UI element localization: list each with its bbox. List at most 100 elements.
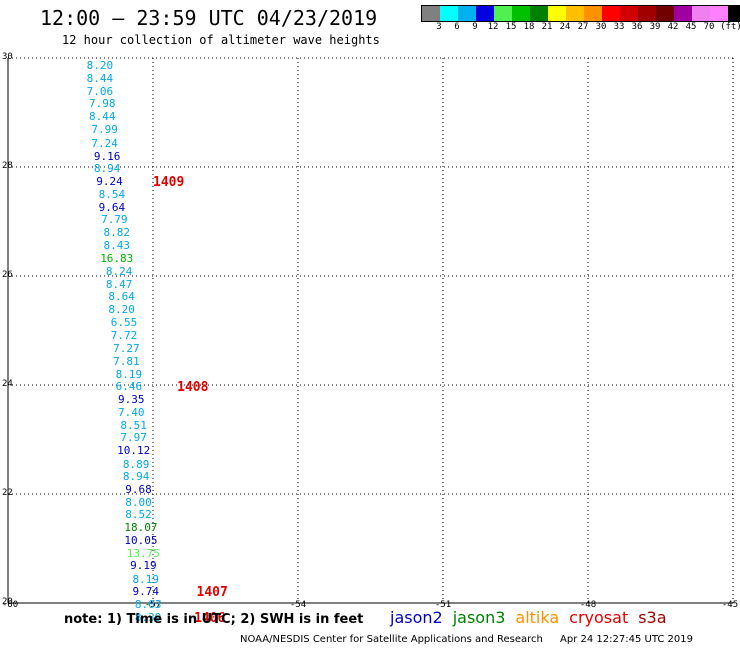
- color-scale-swatch: [620, 6, 638, 21]
- color-scale-swatch: [494, 6, 512, 21]
- footer-timestamp: Apr 24 12:27:45 UTC 2019: [560, 634, 693, 645]
- page-title: 12:00 — 23:59 UTC 04/23/2019: [40, 6, 378, 30]
- wave-height-point: 7.99: [91, 123, 118, 137]
- wave-height-point: 7.79: [101, 213, 128, 227]
- wave-height-point: 8.52: [125, 508, 152, 522]
- wave-height-point: 7.81: [113, 354, 140, 368]
- wave-height-point: 6.55: [110, 315, 138, 329]
- color-scale-label: 30: [595, 22, 607, 32]
- wave-height-point: 9.74: [132, 585, 160, 599]
- color-scale-swatch: [584, 6, 602, 21]
- color-scale-label: 12: [487, 22, 499, 32]
- footer: NOAA/NESDIS Center for Satellite Applica…: [240, 634, 707, 645]
- satellite-legend: jason2 jason3 altika cryosat s3a: [390, 608, 677, 627]
- wave-height-point: 9.16: [93, 149, 121, 163]
- color-scale-swatch: [530, 6, 548, 21]
- wave-height-point: 18.07: [124, 521, 158, 535]
- wave-height-point: 8.03: [134, 597, 162, 611]
- wave-height-point: 8.47: [105, 277, 133, 291]
- time-tag-label: 1406: [194, 610, 226, 626]
- color-scale-label: 3: [436, 22, 442, 32]
- wave-height-point: 9.24: [96, 174, 123, 188]
- color-scale-label: 27: [577, 22, 589, 32]
- color-scale-label: 39: [649, 22, 661, 32]
- color-scale-swatch: [602, 6, 620, 21]
- color-scale-label: 18: [523, 22, 535, 32]
- color-scale-label: 6: [454, 22, 460, 32]
- wave-height-point: 8.39: [134, 610, 162, 624]
- color-scale-label: 42: [667, 22, 679, 32]
- color-scale-label: 33: [613, 22, 625, 32]
- wave-height-point: 8.19: [132, 572, 160, 586]
- wave-height-point: 8.64: [108, 290, 135, 304]
- color-scale-swatch: [476, 6, 494, 21]
- x-tick-label: -60: [1, 600, 19, 610]
- color-scale-bar: [421, 5, 740, 22]
- wave-height-point: 6.46: [115, 380, 143, 394]
- color-scale-swatch: [458, 6, 476, 21]
- legend-item-cryosat: cryosat: [569, 608, 629, 627]
- color-scale-swatch: [638, 6, 656, 21]
- color-scale-swatch: [566, 6, 584, 21]
- x-tick-label: -54: [289, 600, 307, 610]
- note-text: note: 1) Time is in UTC; 2) SWH is in fe…: [64, 612, 364, 627]
- wave-height-point: 8.94: [122, 470, 150, 484]
- y-tick-label: 30: [2, 52, 13, 62]
- x-tick-label: -48: [579, 600, 597, 610]
- wave-height-point: 8.44: [86, 71, 114, 85]
- color-scale-label: 36: [631, 22, 643, 32]
- color-scale-swatch: [674, 6, 692, 21]
- y-tick-label: 26: [2, 270, 13, 280]
- wave-height-point: 8.44: [89, 110, 116, 124]
- wave-height-point: 8.51: [120, 418, 147, 432]
- footer-source: NOAA/NESDIS Center for Satellite Applica…: [240, 634, 543, 645]
- wave-height-point: 9.35: [118, 393, 145, 407]
- wave-height-point: 7.97: [120, 431, 147, 445]
- color-scale-label: 21: [541, 22, 553, 32]
- color-scale-label: 15: [505, 22, 517, 32]
- wave-height-point: 8.89: [122, 457, 150, 471]
- legend-item-jason3: jason3: [452, 608, 506, 627]
- wave-height-point: 8.43: [103, 239, 131, 253]
- y-tick-label: 20: [2, 597, 13, 607]
- wave-height-point: 8.20: [108, 303, 135, 317]
- color-scale-label: 70: [703, 22, 715, 32]
- color-scale-label: (ft): [720, 22, 740, 32]
- wave-height-point: 8.94: [93, 162, 121, 176]
- wave-height-point: 7.40: [118, 405, 145, 419]
- y-tick-label: 24: [2, 379, 13, 389]
- color-scale-label: 9: [472, 22, 478, 32]
- wave-height-point: 16.83: [100, 252, 134, 266]
- color-scale-swatch: [728, 6, 740, 21]
- wave-height-point: 9.68: [125, 483, 152, 497]
- wave-height-point: 7.72: [110, 328, 138, 342]
- time-tag-label: 1409: [153, 174, 185, 190]
- wave-height-point: 7.06: [86, 84, 114, 98]
- wave-height-point: 8.82: [103, 225, 131, 239]
- page-subtitle: 12 hour collection of altimeter wave hei…: [62, 33, 380, 47]
- wave-height-point: 8.54: [98, 187, 126, 201]
- time-tag-label: 1408: [177, 380, 209, 396]
- wave-height-point: 7.27: [113, 342, 140, 356]
- wave-height-point: 8.19: [115, 367, 143, 381]
- color-scale-swatch: [692, 6, 710, 21]
- wave-height-point: 9.19: [130, 559, 157, 573]
- wave-height-point: 7.24: [91, 136, 118, 150]
- y-tick-label: 28: [2, 161, 13, 171]
- legend-item-s3a: s3a: [638, 608, 667, 627]
- wave-height-point: 8.00: [125, 495, 152, 509]
- color-scale-swatch: [656, 6, 674, 21]
- wave-height-point: 10.12: [117, 444, 151, 458]
- color-scale-label: 24: [559, 22, 571, 32]
- wave-height-point: 9.64: [98, 200, 126, 214]
- legend-item-altika: altika: [515, 608, 560, 627]
- wave-height-point: 8.24: [105, 264, 133, 278]
- x-tick-label: -45: [721, 600, 739, 610]
- color-scale-swatch: [512, 6, 530, 21]
- wave-height-point: 8.20: [86, 59, 114, 73]
- x-tick-label: -57: [144, 600, 162, 610]
- color-scale-label: 45: [685, 22, 697, 32]
- wave-height-point: 7.98: [89, 97, 116, 111]
- color-scale-swatch: [422, 6, 440, 21]
